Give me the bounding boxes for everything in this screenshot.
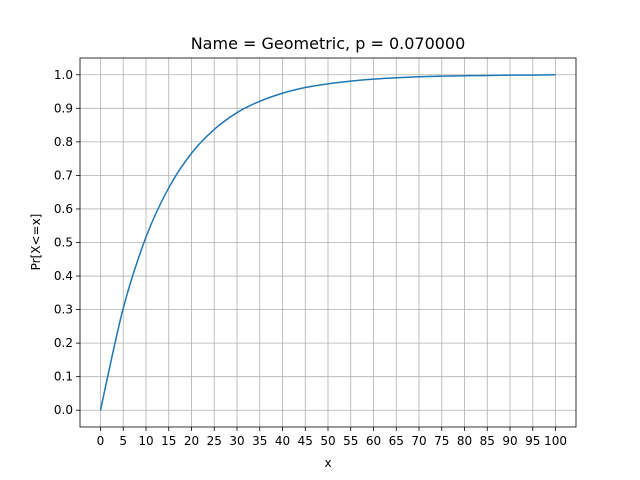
y-tick-label: 0.6 (54, 202, 73, 216)
x-tick-label: 50 (320, 434, 335, 448)
x-tick-label: 95 (525, 434, 540, 448)
x-tick-label: 55 (343, 434, 358, 448)
x-tick-label: 0 (97, 434, 105, 448)
x-tick-label: 85 (480, 434, 495, 448)
x-tick-label: 40 (275, 434, 290, 448)
x-tick-label: 35 (252, 434, 267, 448)
y-tick-label: 0.4 (54, 269, 73, 283)
x-tick-label: 5 (119, 434, 127, 448)
x-tick-label: 30 (229, 434, 244, 448)
x-axis-label: x (324, 456, 331, 470)
x-tick-label: 80 (457, 434, 472, 448)
axis-ticks: 0 5 10 15 20 25 30 35 40 45 50 55 60 65 70 75 80 85 90 95 10… (54, 68, 567, 448)
y-tick-label: 1.0 (54, 68, 73, 82)
x-tick-label: 65 (389, 434, 404, 448)
x-tick-label: 100 (544, 434, 567, 448)
x-tick-label: 70 (411, 434, 426, 448)
x-tick-label: 10 (138, 434, 153, 448)
chart-title: Name = Geometric, p = 0.070000 (191, 34, 466, 53)
y-tick-label: 0.5 (54, 236, 73, 250)
x-tick-label: 15 (161, 434, 176, 448)
y-tick-label: 0.7 (54, 168, 73, 182)
x-tick-label: 60 (366, 434, 381, 448)
x-tick-label: 45 (298, 434, 313, 448)
y-tick-label: 0.9 (54, 101, 73, 115)
x-tick-label: 25 (207, 434, 222, 448)
grid (80, 58, 576, 427)
x-tick-label: 20 (184, 434, 199, 448)
x-tick-label: 75 (434, 434, 449, 448)
x-tick-label: 90 (502, 434, 517, 448)
y-tick-label: 0.8 (54, 135, 73, 149)
y-tick-label: 0.0 (54, 403, 73, 417)
cdf-series-line (99, 74, 556, 411)
y-axis-label: Pr[X<=x] (29, 214, 43, 271)
y-tick-label: 0.2 (54, 336, 73, 350)
y-tick-label: 0.1 (54, 370, 73, 384)
y-tick-label: 0.3 (54, 303, 73, 317)
